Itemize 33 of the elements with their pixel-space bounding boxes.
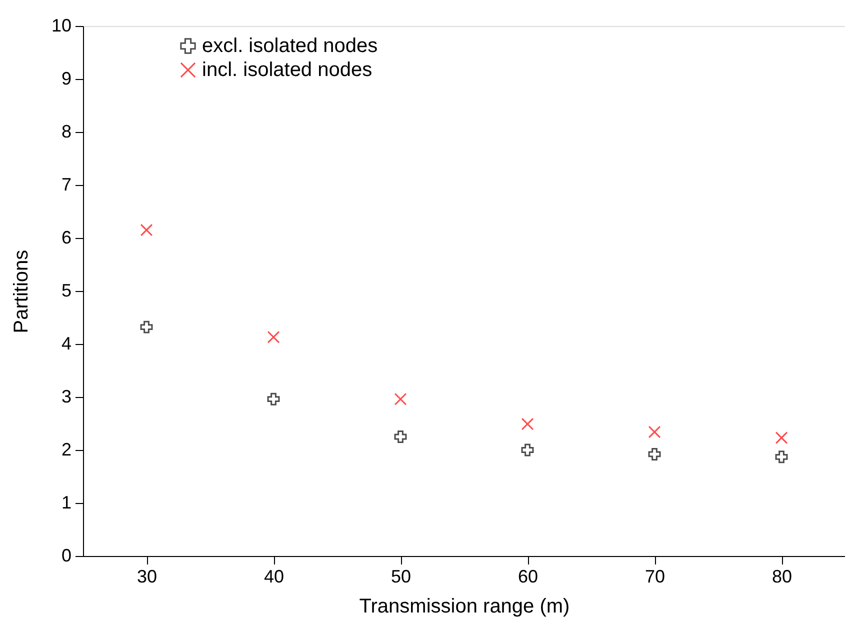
y-tick-label: 9 — [61, 68, 72, 88]
legend-label: incl. isolated nodes — [202, 59, 372, 81]
point — [394, 430, 407, 443]
x-tick-label: 80 — [772, 566, 792, 586]
x-tick-label: 40 — [264, 566, 284, 586]
x-tick-label: 60 — [518, 566, 538, 586]
y-tick-label: 4 — [61, 334, 72, 354]
point — [521, 418, 534, 430]
y-tick-label: 5 — [61, 280, 72, 300]
point — [521, 444, 534, 456]
point — [140, 224, 153, 236]
point — [267, 330, 280, 344]
x-tick-label: 70 — [644, 566, 666, 586]
y-tick-label: 1 — [61, 492, 72, 512]
point — [648, 426, 661, 438]
point — [648, 448, 661, 460]
point — [394, 392, 407, 406]
point — [775, 432, 788, 444]
y-axis-title: Partitions — [10, 250, 32, 334]
y-tick-label: 0 — [61, 546, 72, 566]
y-tick-label: 10 — [51, 16, 72, 36]
x-tick-label: 30 — [136, 566, 158, 586]
y-tick-label: 3 — [61, 386, 72, 406]
point — [267, 392, 280, 406]
y-tick-label: 8 — [61, 122, 72, 142]
point — [775, 450, 788, 464]
y-tick-label: 7 — [61, 174, 72, 194]
y-tick-label: 6 — [61, 228, 72, 248]
y-tick-label: 2 — [61, 440, 72, 460]
point — [140, 320, 153, 334]
x-axis-title: Transmission range (m) — [359, 596, 570, 618]
legend-label: excl. isolated nodes — [202, 35, 378, 57]
x-tick-label: 50 — [390, 566, 412, 586]
